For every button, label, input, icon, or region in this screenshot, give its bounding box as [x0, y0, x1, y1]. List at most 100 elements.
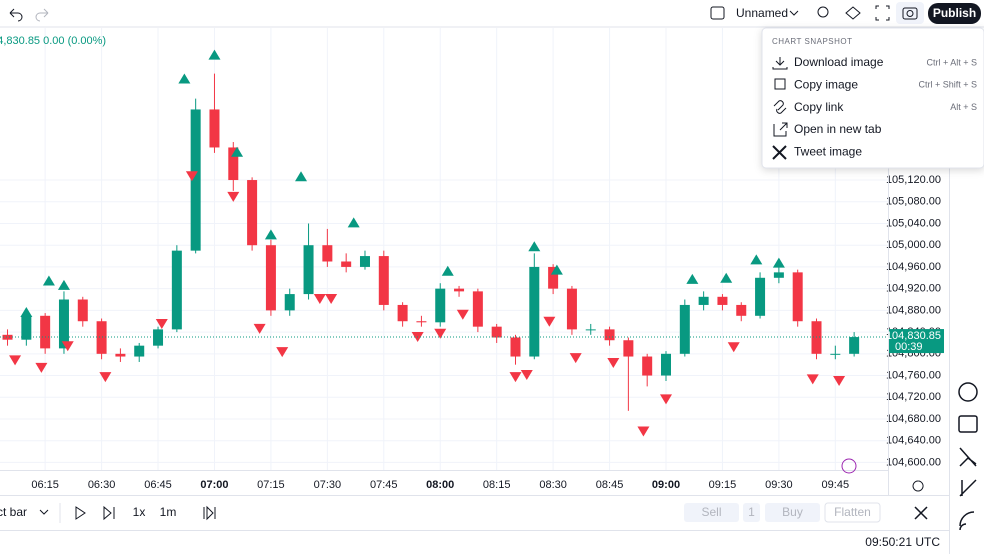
x-tick-label: 08:30	[539, 479, 567, 491]
menu-title: CHART SNAPSHOT	[772, 37, 853, 46]
sell-signal	[660, 394, 672, 405]
sell-signal	[543, 316, 556, 327]
x-tick-label: 08:45	[596, 479, 624, 491]
candle-body	[830, 353, 841, 355]
top-bar	[0, 0, 984, 27]
buy-signal	[231, 146, 244, 157]
step[interactable]	[103, 505, 115, 521]
buy-signal	[57, 279, 70, 290]
qty: 1	[748, 505, 755, 519]
axis-settings[interactable]	[912, 480, 924, 492]
sell-signal	[434, 328, 447, 339]
y-tick-label: 105,040.00	[886, 217, 941, 229]
buy-button[interactable]	[765, 503, 820, 522]
candle-body	[529, 266, 540, 357]
clock: 09:50:21 UTC	[865, 535, 940, 549]
y-tick-label: 104,960.00	[886, 261, 941, 273]
shortcut: Ctrl + Shift + S	[918, 80, 977, 90]
menu-item[interactable]: Tweet image	[794, 144, 862, 158]
layout-name[interactable]: Unnamed	[736, 6, 788, 20]
buy-signal	[42, 275, 55, 286]
lightning-icon[interactable]	[841, 458, 857, 474]
sell-signal	[806, 374, 819, 385]
x-tick-label: 07:15	[257, 479, 285, 491]
x-tick-label: 07:30	[314, 479, 342, 491]
sell-signal	[313, 293, 326, 304]
candle-body	[247, 180, 258, 246]
jump[interactable]	[203, 505, 216, 521]
alert-icon[interactable]	[817, 6, 829, 18]
menu-item[interactable]: Download image	[794, 55, 884, 69]
icon[interactable]	[959, 479, 977, 497]
x-tick-label: 07:45	[370, 479, 398, 491]
shortcut: Alt + S	[950, 102, 977, 112]
sell-signal	[9, 355, 22, 366]
qty-box[interactable]	[743, 503, 760, 522]
candle-body	[341, 261, 352, 267]
sell-signal	[727, 342, 740, 353]
sell-button[interactable]	[684, 503, 739, 522]
candle-body	[265, 245, 276, 311]
buy-signal	[441, 265, 454, 276]
x-tick-label: 06:45	[144, 479, 172, 491]
candle-body	[566, 288, 577, 330]
settings-icon[interactable]	[845, 6, 861, 20]
layout-icon[interactable]	[710, 6, 725, 20]
x-tick-label: 08:00	[426, 479, 454, 491]
candle-body	[58, 299, 69, 349]
buy-signal	[208, 49, 221, 60]
candle-body	[284, 294, 295, 311]
y-tick-label: 104,600.00	[886, 456, 941, 468]
select-bar[interactable]: Select bar	[0, 505, 27, 519]
chevron[interactable]	[39, 509, 49, 515]
menu-item[interactable]: Copy link	[794, 100, 844, 114]
icon	[774, 78, 786, 90]
sell-signal	[325, 293, 338, 304]
menu-item[interactable]: Copy image	[794, 77, 858, 91]
icon[interactable]	[959, 447, 977, 467]
play[interactable]	[75, 506, 86, 520]
publish-button[interactable]	[928, 3, 981, 24]
candle-body	[40, 315, 51, 349]
undo[interactable]	[9, 8, 23, 22]
chevron[interactable]	[789, 10, 799, 16]
snapshot-button[interactable]	[896, 2, 924, 24]
sell-signal	[833, 375, 846, 386]
sell-signal	[155, 318, 168, 329]
x-tick-label: 06:15	[31, 479, 59, 491]
fullscreen-icon[interactable]	[875, 5, 890, 21]
candle-body	[642, 356, 653, 376]
buy-signal	[720, 272, 733, 283]
candle-body	[397, 304, 408, 322]
menu-item[interactable]: Open in new tab	[794, 122, 882, 136]
sell-signal	[607, 358, 620, 369]
sell-label: Sell	[701, 505, 721, 519]
countdown: 00:39	[895, 341, 923, 353]
candle-body	[698, 296, 709, 305]
candle-body	[773, 272, 784, 278]
close-replay[interactable]	[914, 506, 928, 520]
y-tick-label: 104,720.00	[886, 391, 941, 403]
icon[interactable]	[959, 511, 975, 531]
sell-signal	[227, 191, 240, 202]
x-tick-label: 09:15	[709, 479, 737, 491]
x-tick-label: 08:15	[483, 479, 511, 491]
candle-body	[171, 250, 182, 330]
candle-body	[359, 256, 370, 267]
interval[interactable]: 1m	[160, 505, 177, 519]
flatten-button[interactable]	[824, 502, 881, 523]
icon[interactable]	[958, 415, 978, 433]
sell-signal	[637, 426, 650, 437]
x-tick-label: 09:30	[765, 479, 793, 491]
icon[interactable]	[958, 382, 978, 402]
candle-body	[548, 266, 559, 289]
candle-body	[736, 304, 747, 316]
price-legend: 104,830.85 0.00 (0.00%)	[0, 35, 106, 47]
candle-body	[134, 345, 145, 357]
y-tick-label: 104,640.00	[886, 435, 941, 447]
speed[interactable]: 1x	[133, 505, 146, 519]
sell-signal	[509, 372, 522, 383]
y-tick-label: 104,680.00	[886, 413, 941, 425]
redo[interactable]	[35, 8, 49, 22]
